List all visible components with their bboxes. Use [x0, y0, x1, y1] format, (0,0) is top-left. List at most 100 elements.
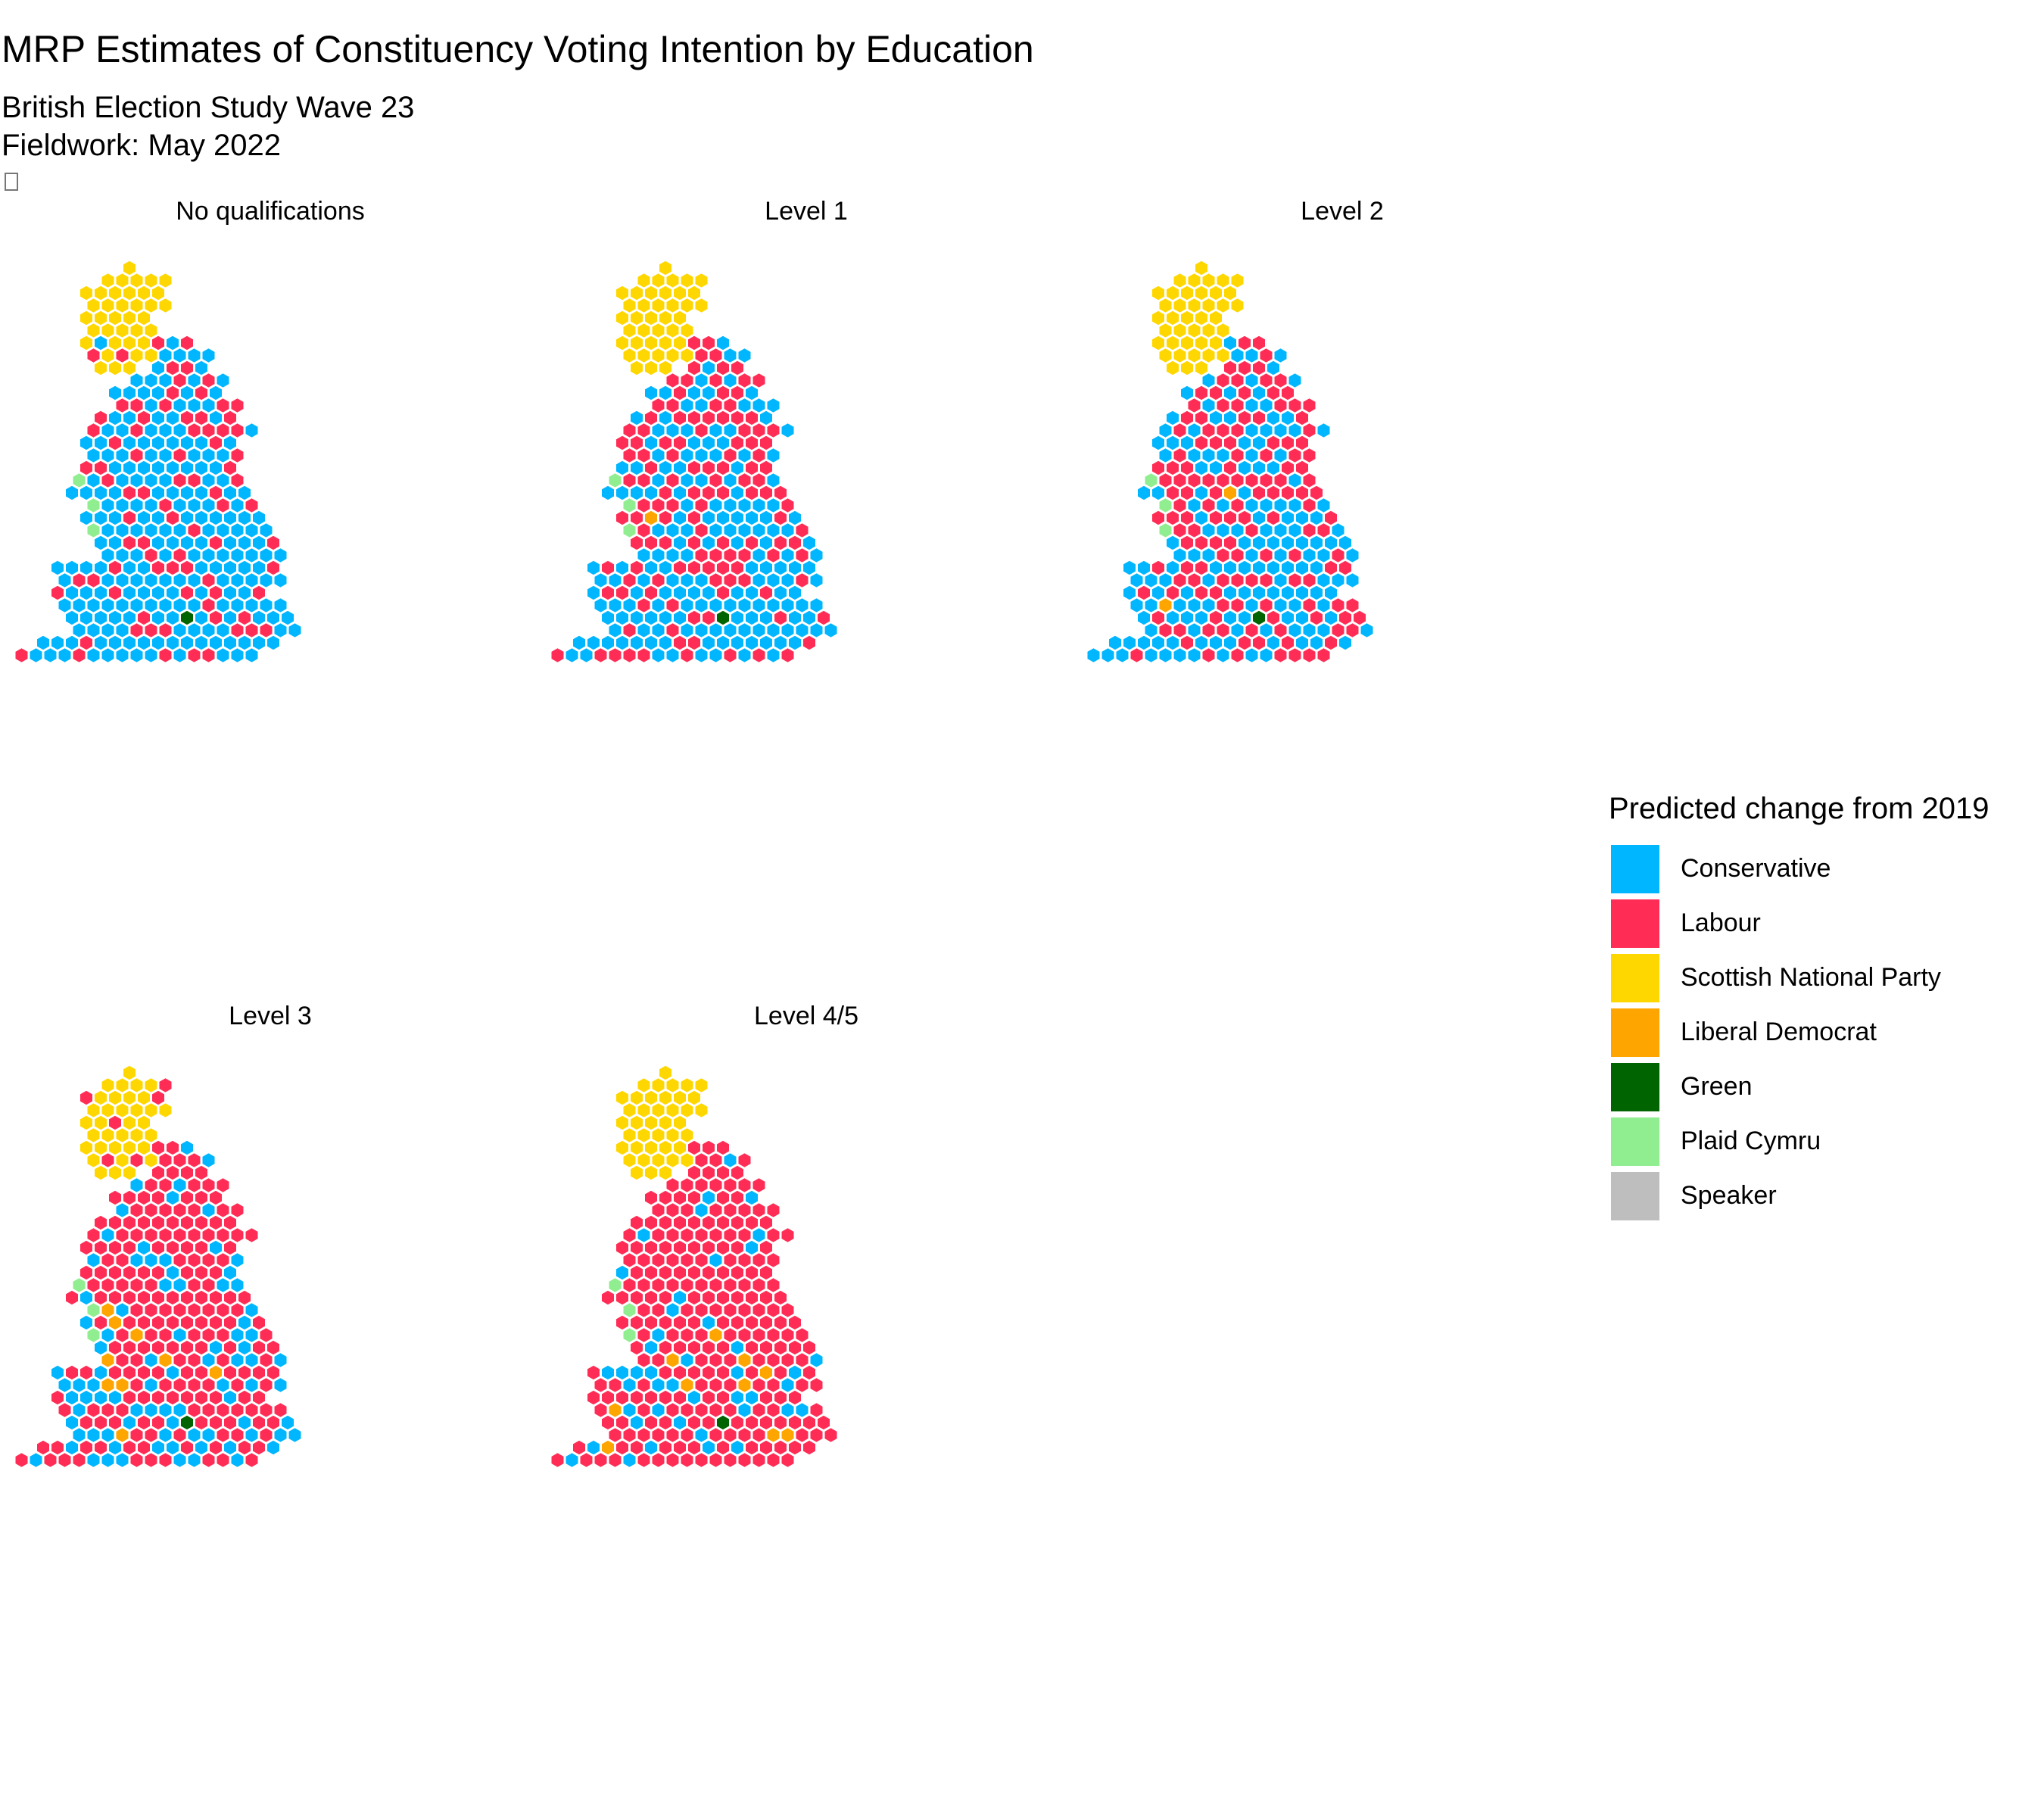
constituency-hex	[643, 1164, 659, 1182]
constituency-hex	[136, 1114, 151, 1132]
constituency-hex	[172, 1451, 188, 1469]
constituency-hex	[201, 1151, 217, 1170]
constituency-hex	[751, 1176, 767, 1195]
constituency-hex	[802, 1364, 817, 1382]
constituency-hex	[823, 621, 839, 640]
constituency-hex	[780, 421, 796, 440]
constituency-hex	[765, 646, 781, 665]
legend-label: Scottish National Party	[1681, 963, 1941, 992]
constituency-hex	[1359, 621, 1375, 640]
constituency-hex	[194, 359, 209, 377]
constituency-hex	[143, 321, 159, 340]
constituency-hex	[143, 646, 159, 665]
constituency-hex	[780, 1451, 796, 1469]
constituency-hex	[251, 509, 266, 527]
constituency-hex	[215, 646, 231, 665]
constituency-hex	[229, 471, 245, 490]
constituency-hex	[693, 646, 709, 665]
constituency-hex	[244, 1301, 260, 1320]
constituency-hex	[1295, 409, 1310, 427]
constituency-hex	[1114, 646, 1130, 665]
constituency-hex	[1251, 334, 1267, 352]
constituency-hex	[1280, 384, 1295, 402]
panel-level-2: Level 2	[1070, 198, 1615, 955]
constituency-hex	[71, 1451, 87, 1469]
constituency-hex	[759, 434, 774, 452]
constituency-hex	[201, 646, 217, 665]
constituency-hex	[157, 1451, 173, 1469]
constituency-hex	[129, 1451, 145, 1469]
constituency-hex	[759, 1239, 774, 1257]
constituency-hex	[208, 1189, 223, 1207]
constituency-hex	[1172, 646, 1188, 665]
panel-title: Level 1	[765, 197, 848, 226]
constituency-hex	[765, 396, 781, 415]
legend-label: Liberal Democrat	[1681, 1018, 1877, 1046]
fieldwork-date: Fieldwork: May 2022	[2, 129, 282, 162]
constituency-hex	[550, 646, 566, 665]
constituency-hex	[273, 1351, 288, 1370]
constituency-hex	[287, 621, 303, 640]
constituency-hex	[179, 1139, 195, 1157]
constituency-hex	[57, 1451, 73, 1469]
constituency-hex	[1143, 646, 1159, 665]
constituency-hex	[607, 646, 623, 665]
legend-label: Labour	[1681, 908, 1761, 937]
constituency-hex	[765, 471, 781, 490]
constituency-hex	[151, 284, 166, 302]
constituency-hex	[823, 1426, 839, 1445]
constituency-hex	[780, 646, 796, 665]
constituency-hex	[693, 271, 709, 290]
constituency-hex	[593, 1451, 609, 1469]
panel-title: Level 4/5	[754, 1002, 858, 1030]
panel-level-4-5: Level 4/5	[534, 1003, 1079, 1760]
legend: Predicted change from 2019 Conservative …	[1609, 793, 2040, 1226]
constituency-hex	[107, 359, 123, 377]
constituency-hex	[687, 1089, 702, 1107]
constituency-hex	[28, 646, 44, 665]
legend-label: Green	[1681, 1072, 1753, 1101]
constituency-hex	[759, 459, 774, 477]
constituency-hex	[208, 384, 223, 402]
constituency-hex	[64, 1289, 79, 1307]
constituency-hex	[136, 309, 151, 327]
panel-title: No qualifications	[176, 197, 365, 226]
constituency-hex	[157, 296, 173, 315]
constituency-hex	[693, 1101, 709, 1120]
constituency-hex	[809, 571, 824, 590]
legend-title: Predicted change from 2019	[1609, 792, 1989, 825]
constituency-hex	[1129, 646, 1145, 665]
constituency-hex	[679, 321, 695, 340]
constituency-hex	[600, 1289, 615, 1307]
constituency-hex	[715, 334, 731, 352]
legend-key-speaker	[1611, 1172, 1659, 1220]
constituency-hex	[244, 1451, 260, 1469]
constituency-hex	[1086, 646, 1101, 665]
constituency-hex	[1100, 646, 1116, 665]
constituency-hex	[273, 571, 288, 590]
constituency-hex	[1316, 646, 1332, 665]
constituency-hex	[287, 1426, 303, 1445]
constituency-hex	[1244, 646, 1260, 665]
constituency-hex	[737, 646, 752, 665]
missing-glyph-box	[5, 173, 18, 191]
constituency-hex	[223, 434, 238, 452]
constituency-hex	[229, 1276, 245, 1295]
constituency-hex	[244, 496, 260, 515]
constituency-hex	[658, 1164, 673, 1182]
legend-key-snp	[1611, 954, 1659, 1002]
constituency-hex	[708, 646, 724, 665]
constituency-hex	[744, 384, 759, 402]
legend-item-snp: Scottish National Party	[1609, 954, 2040, 1008]
constituency-hex	[780, 1301, 796, 1320]
constituency-hex	[223, 1264, 238, 1282]
constituency-hex	[1165, 359, 1180, 377]
constituency-hex	[1301, 646, 1317, 665]
constituency-hex	[201, 1451, 217, 1469]
constituency-hex	[157, 646, 173, 665]
legend-label: Speaker	[1681, 1181, 1777, 1210]
constituency-hex	[229, 1451, 245, 1469]
constituency-hex	[794, 1326, 810, 1345]
constituency-hex	[229, 446, 245, 465]
constituency-hex	[266, 559, 281, 577]
